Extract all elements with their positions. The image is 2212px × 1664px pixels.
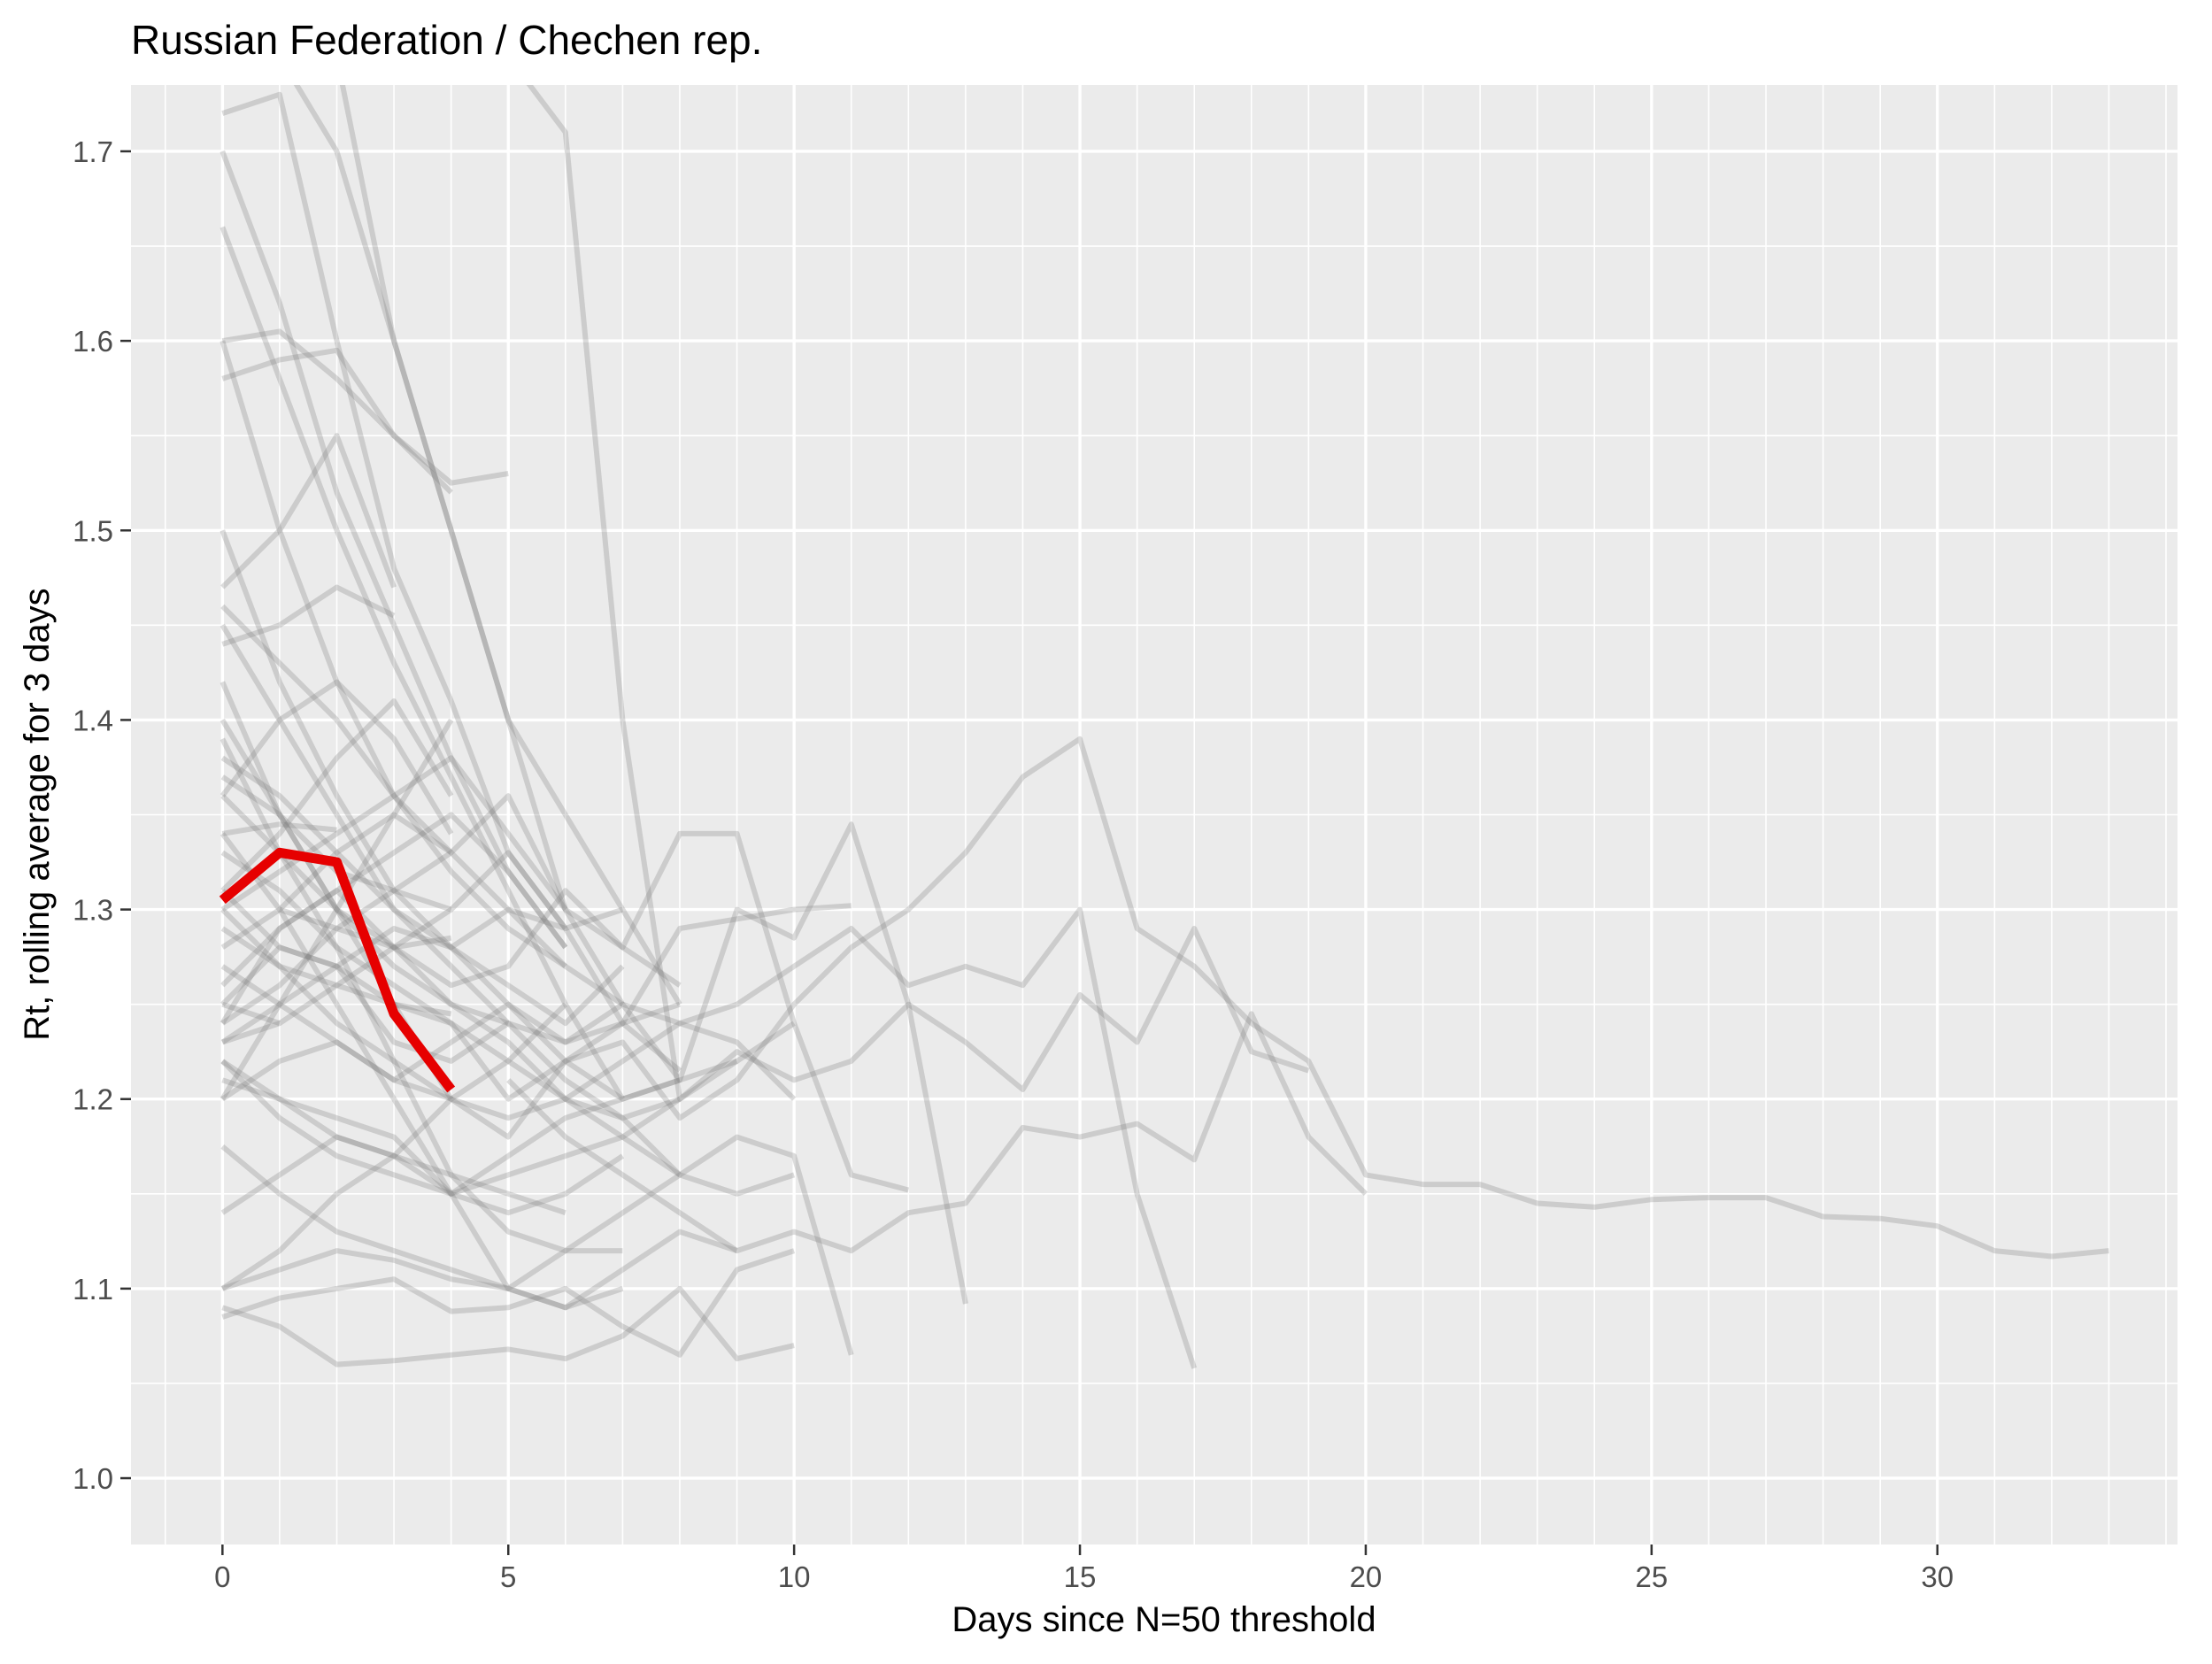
background-series-line (220, 821, 968, 1305)
background-series-line (220, 718, 454, 1101)
background-series-line (220, 903, 852, 1140)
x-tick-label: 5 (500, 1560, 516, 1593)
axes: 0 5 10 15 20 25 30 1.0 1.1 1.2 1.3 1.4 1.5 1.6 1.7 (73, 135, 1954, 1593)
y-axis-title: Rt, rolling average for 3 days (18, 588, 57, 1040)
series-group (220, 85, 2109, 1369)
background-series-line (220, 226, 625, 1101)
background-series-line (220, 529, 625, 1027)
y-tick-label: 1.0 (73, 1462, 113, 1495)
background-series-line (220, 964, 681, 1102)
background-series-line (220, 1059, 566, 1216)
background-series-line (221, 821, 337, 836)
background-series-line (220, 1134, 854, 1356)
background-series-line (221, 1285, 795, 1367)
background-series-line (220, 755, 681, 1045)
x-tick-label: 15 (1064, 1560, 1097, 1593)
chart-title: Russian Federation / Chechen rep. (131, 17, 762, 63)
x-tick-label: 10 (778, 1560, 811, 1593)
x-tick-label: 0 (214, 1560, 230, 1593)
background-series-line (220, 830, 910, 1193)
x-axis-title: Days since N=50 threshold (952, 1600, 1376, 1639)
background-series-line (221, 584, 396, 647)
x-tick-label: 20 (1350, 1560, 1383, 1593)
background-series-line (220, 850, 796, 1197)
y-tick-label: 1.1 (73, 1273, 113, 1306)
background-series-line (221, 1248, 796, 1358)
background-series-line (220, 679, 454, 836)
y-tick-label: 1.5 (73, 514, 113, 547)
background-series-line (220, 812, 453, 950)
background-series-line (293, 85, 797, 1101)
background-series-line (221, 328, 453, 495)
background-series-line (220, 737, 623, 1254)
y-tick-label: 1.7 (73, 135, 113, 168)
background-series-line (220, 906, 1198, 1369)
background-series-line (221, 1001, 281, 1026)
background-series-line (220, 1002, 567, 1291)
background-series-line (220, 433, 397, 589)
background-series-line (220, 812, 568, 988)
background-series-line (220, 604, 567, 968)
y-tick-label: 1.2 (73, 1083, 113, 1116)
background-series-line (220, 926, 452, 1017)
highlight-series-group (219, 847, 456, 1093)
grid (131, 85, 2177, 1545)
background-series-line (220, 774, 682, 988)
y-tick-label: 1.4 (73, 704, 113, 736)
background-series-line (221, 1229, 738, 1311)
background-series-line (220, 340, 625, 1007)
background-series-line (220, 793, 682, 1177)
background-series-line (220, 888, 452, 1026)
y-tick-label: 1.6 (73, 325, 113, 358)
background-series-line (220, 150, 568, 950)
background-series-line (526, 85, 796, 1102)
background-series-line (220, 926, 1310, 1197)
background-series-line (220, 906, 682, 1073)
background-series-line (221, 1077, 625, 1216)
background-series-line (506, 1011, 1368, 1254)
background-series-line (220, 623, 681, 1121)
background-series-line (221, 91, 624, 931)
background-series-line (339, 85, 682, 1006)
background-series-line (221, 850, 568, 1045)
background-series-line (220, 755, 568, 913)
background-series-line (220, 736, 2109, 1260)
x-tick-label: 25 (1635, 1560, 1668, 1593)
background-series-line (220, 832, 624, 1311)
highlight-series-line (219, 847, 456, 1093)
background-series-line (221, 347, 509, 486)
background-series-line (220, 1059, 738, 1215)
background-series-line (220, 698, 454, 893)
y-tick-label: 1.3 (73, 894, 113, 927)
x-tick-label: 30 (1921, 1560, 1954, 1593)
